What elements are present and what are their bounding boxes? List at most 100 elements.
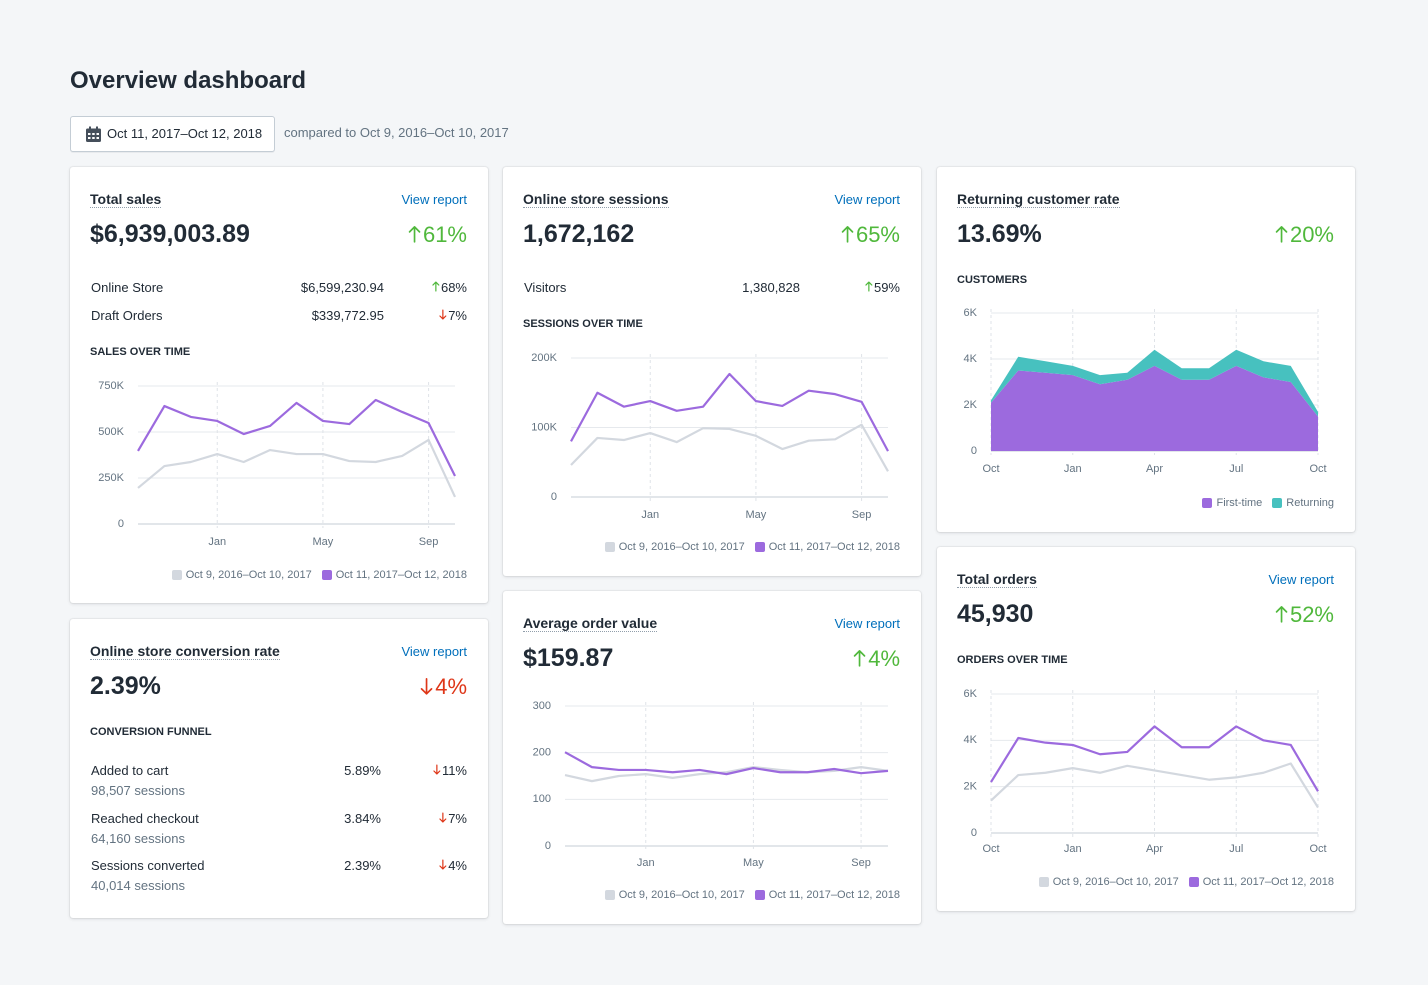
row-change-text: 59% [873,279,900,295]
card: Total orders View report 45,930 52% ORDERS O… [937,547,1355,911]
funnel-change: 11% [433,762,467,779]
card-change: 4% [853,644,900,673]
legend-item: Oct 9, 2016–Oct 10, 2017 [604,541,745,553]
line-series [570,423,889,472]
chart: 0 100 200 300 Jan May Sep [533,700,889,869]
view-report-link-text[interactable]: View report [401,643,467,659]
funnel-sessions: 64,160 sessions [91,830,185,847]
view-report-link-text[interactable]: View report [834,191,900,207]
legend-swatch [321,570,332,580]
card-value-text: 13.69% [957,219,1042,248]
line-series [137,398,456,477]
funnel-rate-text: 2.39% [344,857,381,873]
card-change: 52% [1275,600,1334,629]
row-label-text: Visitors [524,279,567,295]
row-change-text: 7% [448,307,467,323]
card-change: 4% [420,672,467,701]
section-title: CUSTOMERS [957,273,1027,287]
card-value-text: 2.39% [90,671,161,700]
funnel-rate-text: 5.89% [344,762,381,778]
funnel-rate: 3.84% [344,810,381,827]
card-value: 1,672,162 [523,218,634,251]
y-tick-label: 250K [98,472,124,484]
view-report-link-text[interactable]: View report [834,615,900,631]
arrow-up [841,225,854,243]
legend: Oct 9, 2016–Oct 10, 2017 Oct 11, 2017–Oct… [604,541,900,553]
section-title-text: SESSIONS OVER TIME [523,318,643,330]
section-title-text: SALES OVER TIME [90,346,191,358]
funnel-label-text: Sessions converted [91,857,205,873]
section-title: ORDERS OVER TIME [957,653,1068,667]
view-report-link[interactable]: View report [834,615,900,632]
view-report-link[interactable]: View report [401,191,467,208]
arrow-path [439,859,447,871]
funnel-label: Sessions converted [91,857,204,874]
y-tick-label: 100 [533,793,551,805]
card-value: 45,930 [957,598,1033,631]
x-tick-label: Jan [208,536,226,548]
row-change-text: 68% [440,279,467,295]
legend-item: Oct 11, 2017–Oct 12, 2018 [1188,876,1334,888]
x-tick-label: Apr [1146,843,1163,855]
legend-swatch [1202,498,1213,508]
row-change: 7% [439,307,467,324]
x-tick-label: Jan [1064,843,1082,855]
row-change: 59% [865,279,900,296]
view-report-link-text[interactable]: View report [401,191,467,207]
line-series [990,725,1319,792]
y-tick-label: 0 [971,445,977,457]
view-report-link[interactable]: View report [401,643,467,660]
legend-item: Oct 11, 2017–Oct 12, 2018 [754,541,900,553]
arrow-path [1275,605,1288,623]
y-tick-label: 4K [964,734,978,746]
card-change-text: 4% [435,673,467,699]
y-tick-label: 0 [545,840,551,852]
x-tick-label: Jan [641,509,659,521]
line-series [564,766,889,783]
legend-label: Oct 9, 2016–Oct 10, 2017 [1052,876,1179,888]
card-title-text: Online store conversion rate [90,643,280,660]
x-tick-label: Jul [1229,463,1243,475]
arrow-down [439,309,447,321]
legend-label: Oct 11, 2017–Oct 12, 2018 [1202,876,1334,888]
view-report-link[interactable]: View report [1268,571,1334,588]
y-tick-label: 2K [964,781,978,793]
view-report-link[interactable]: View report [834,191,900,208]
y-tick-label: 300 [533,700,551,712]
funnel-change: 4% [439,857,467,874]
legend-label: Oct 9, 2016–Oct 10, 2017 [618,889,745,901]
funnel-sessions-text: 98,507 sessions [91,782,185,798]
legend-swatch [604,542,615,552]
funnel-sessions: 40,014 sessions [91,877,185,894]
card-value: 13.69% [957,218,1042,251]
chart: 0 2K 4K 6K Oct Jan Apr Jul Oct [964,307,1327,475]
arrow-path [420,677,433,695]
card: Online store conversion rate View report 2… [70,619,488,918]
row-amount-text: 1,380,828 [742,279,800,295]
section-title-text: CUSTOMERS [957,274,1028,286]
y-tick-label: 6K [964,307,978,319]
row-amount: $6,599,230.94 [301,279,384,296]
row-label-text: Draft Orders [91,307,163,323]
card-change-text: 20% [1289,221,1334,247]
section-title-text: CONVERSION FUNNEL [90,726,212,738]
row-change: 68% [432,279,467,296]
arrow-path [408,225,421,243]
y-tick-label: 0 [118,518,124,530]
card-change: 20% [1275,220,1334,249]
arrow-path [432,281,440,293]
legend-swatch [1038,877,1049,887]
funnel-label-text: Reached checkout [91,810,199,826]
card-change-text: 52% [1289,601,1334,627]
legend-item: Oct 11, 2017–Oct 12, 2018 [754,889,900,901]
section-title: SALES OVER TIME [90,345,190,359]
card-title-text: Average order value [523,615,658,632]
view-report-link-text[interactable]: View report [1268,571,1334,587]
legend-swatch [1188,877,1199,887]
chart: 0 2K 4K 6K Oct Jan Apr Jul Oct [964,688,1327,855]
legend-item: Oct 9, 2016–Oct 10, 2017 [604,889,745,901]
area-series [991,365,1318,451]
funnel-sessions: 98,507 sessions [91,782,185,799]
calendar-icon [86,126,101,142]
date-range-button[interactable]: Oct 11, 2017–Oct 12, 2018 [70,116,275,152]
